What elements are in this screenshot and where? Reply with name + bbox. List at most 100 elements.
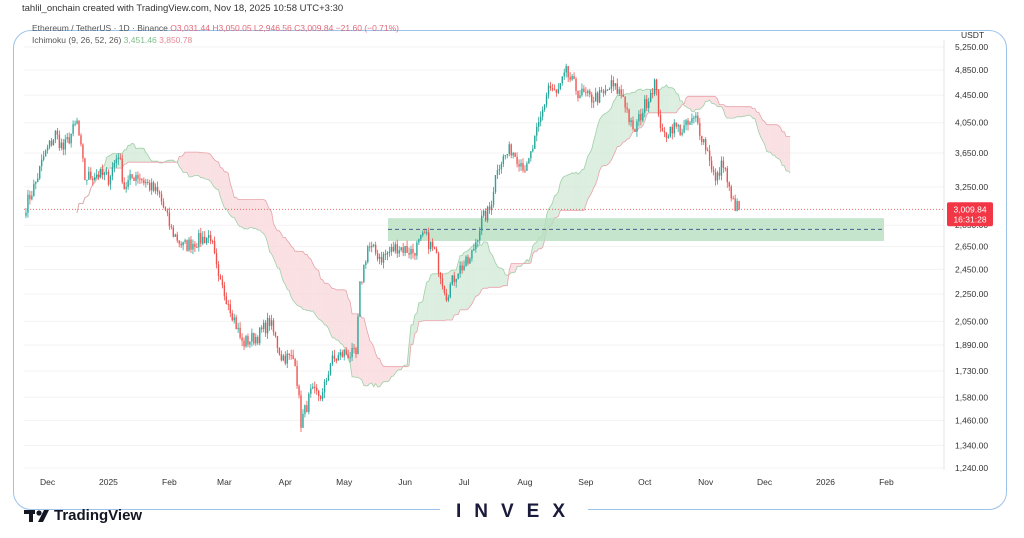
- cloud-segment: [609, 107, 612, 163]
- cloud-segment: [695, 96, 698, 110]
- candle-body: [716, 172, 719, 181]
- cloud-segment: [629, 92, 632, 139]
- cloud-segment: [526, 259, 529, 264]
- cloud-segment: [505, 274, 508, 286]
- senkou-span-b: [76, 95, 791, 368]
- candle-body: [372, 244, 375, 246]
- cloud-segment: [705, 96, 708, 102]
- cloud-segment: [312, 263, 315, 314]
- cloud-segment: [399, 366, 402, 370]
- candle-body: [593, 101, 595, 103]
- candle-body: [534, 135, 536, 149]
- cloud-segment: [562, 176, 565, 211]
- cloud-segment: [621, 95, 624, 145]
- cloud-segment: [183, 152, 186, 173]
- candle-body: [111, 167, 114, 177]
- cloud-segment: [200, 152, 203, 178]
- candle-body: [439, 272, 442, 279]
- candle-body: [649, 93, 652, 102]
- candle-body: [553, 89, 556, 91]
- cloud-segment: [226, 171, 229, 213]
- candle-body: [587, 90, 589, 93]
- candle-body: [206, 237, 208, 244]
- candle-body: [54, 130, 57, 140]
- candle-body: [665, 132, 668, 138]
- cloud-segment: [534, 242, 537, 252]
- cloud-segment: [668, 87, 671, 113]
- candle-body: [213, 241, 216, 254]
- candle-body: [632, 120, 634, 130]
- price-tag-countdown: 16:31:28: [953, 214, 986, 224]
- candle-body: [141, 179, 143, 181]
- cloud-segment: [731, 106, 734, 119]
- candle-body: [738, 201, 740, 210]
- y-tick-label: 1,460.00: [955, 415, 988, 425]
- cloud-segment: [253, 199, 256, 229]
- symbol-legend[interactable]: Ethereum / TetherUS · 1D · Binance O3,03…: [32, 23, 399, 33]
- cloud-segment: [106, 156, 109, 169]
- candle-body: [612, 80, 615, 87]
- cloud-segment: [409, 324, 412, 366]
- price-gridlines: [24, 46, 944, 469]
- candle-body: [274, 331, 277, 337]
- cloud-segment: [475, 245, 478, 297]
- candle-body: [390, 246, 393, 252]
- candle-body: [343, 349, 345, 357]
- candle-body: [221, 279, 224, 286]
- candle-body: [392, 246, 395, 252]
- cloud-segment: [259, 199, 262, 233]
- candle-body: [502, 156, 505, 164]
- cloud-segment: [517, 263, 520, 267]
- ichimoku-value-1: 3,451.46: [123, 35, 157, 45]
- time-axis[interactable]: Dec 2025 Feb Mar Apr May Jun Jul Aug Sep Oct Nov Dec…: [40, 477, 894, 487]
- candle-body: [76, 120, 78, 124]
- cloud-segment: [583, 162, 586, 211]
- cloud-segment: [784, 131, 787, 172]
- candle-body: [594, 92, 597, 102]
- price-tag-value: 3,009.84: [953, 204, 986, 214]
- candle-body: [131, 174, 133, 178]
- candle-body: [431, 241, 434, 248]
- candle-body: [198, 233, 200, 248]
- cloud-segment: [326, 283, 329, 329]
- cloud-segment: [591, 140, 594, 193]
- candle-body: [237, 327, 239, 330]
- candle-body: [39, 166, 41, 179]
- cloud-segment: [267, 205, 270, 252]
- cloud-segment: [615, 95, 618, 152]
- candle-body: [46, 147, 49, 151]
- candle-body: [559, 83, 562, 89]
- cloud-segment: [346, 290, 349, 360]
- candle-body: [316, 387, 318, 391]
- y-tick-label: 1,240.00: [955, 463, 988, 473]
- cloud-segment: [291, 246, 294, 301]
- candle-body: [394, 244, 396, 252]
- cloud-segment: [265, 200, 268, 243]
- candle-body: [602, 91, 605, 94]
- candle-body: [616, 83, 618, 94]
- cloud-segment: [287, 240, 290, 291]
- price-axis[interactable]: 1,240.00 1,340.00 1,460.00 1,580.00 1,730.00…: [943, 40, 988, 473]
- candle-body: [365, 262, 367, 265]
- cloud-segment: [124, 149, 127, 165]
- cloud-segment: [446, 273, 449, 321]
- cloud-segment: [607, 110, 610, 165]
- cloud-segment: [613, 98, 616, 156]
- cloud-segment: [479, 245, 482, 294]
- candle-body: [196, 246, 198, 248]
- candle-body: [463, 265, 465, 271]
- indicator-legend[interactable]: Ichimoku (9, 26, 52, 26) 3,451.46 3,850.…: [32, 35, 192, 45]
- candle-body: [471, 250, 473, 259]
- cloud-segment: [599, 116, 602, 171]
- cloud-segment: [275, 227, 278, 268]
- cloud-segment: [570, 172, 573, 211]
- candle-body: [261, 327, 263, 330]
- candle-body: [538, 121, 540, 127]
- candle-body: [219, 275, 222, 280]
- candle-body: [72, 124, 74, 134]
- candle-body: [357, 316, 359, 355]
- cloud-segment: [693, 96, 696, 112]
- candle-body: [209, 235, 212, 241]
